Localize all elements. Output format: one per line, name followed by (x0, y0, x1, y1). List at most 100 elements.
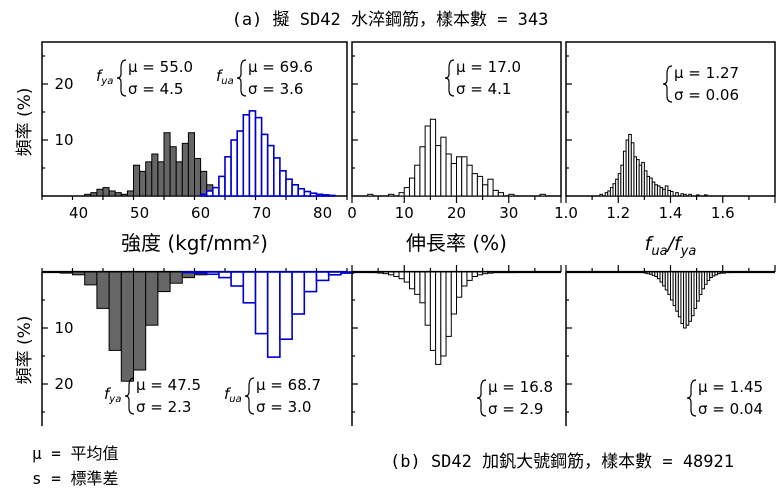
bar-elongation (429, 271, 437, 351)
plot-frame (565, 41, 776, 197)
bar-elongation (398, 271, 405, 280)
annotation-std: σ = 2.3 (136, 398, 191, 416)
bar-ratio (688, 193, 692, 197)
bar-ratio (696, 194, 700, 197)
bar-fya (96, 188, 104, 197)
bar-elongation (508, 271, 515, 274)
x-tick-label: 0 (347, 204, 357, 222)
bottom-y-axis-label: 頻率 (%) (15, 316, 35, 385)
bar-elongation (539, 193, 546, 197)
bar-elongation (435, 271, 442, 365)
bar-elongation (471, 173, 478, 197)
brace (236, 59, 247, 97)
annotation-std: σ = 3.0 (256, 398, 311, 416)
bar-ratio (703, 194, 708, 197)
bar-fya (126, 190, 135, 197)
brace (244, 377, 255, 415)
bar-elongation (440, 271, 447, 357)
bar-fya (163, 132, 171, 197)
bar-fua (181, 271, 196, 274)
y-tick-label: 20 (54, 375, 73, 393)
bar-fua (266, 144, 275, 197)
bar-fya (59, 271, 73, 274)
bar-elongation (466, 164, 473, 197)
bar-elongation (503, 271, 510, 274)
bar-fua (254, 271, 269, 335)
bar-elongation (414, 271, 421, 295)
bar-fya (102, 187, 110, 197)
x-axis-label: 強度 (kgf/mm²) (121, 231, 268, 255)
x-tick-label: 30 (499, 204, 518, 222)
brace (116, 59, 127, 97)
x-tick-label: 10 (395, 204, 414, 222)
bar-fua (266, 271, 281, 358)
annotation-std: σ = 4.1 (456, 80, 511, 98)
brace (444, 59, 455, 97)
bar-fya (157, 161, 165, 197)
bar-fya (139, 170, 147, 197)
bar-elongation (424, 271, 431, 326)
x-tick-label: 40 (69, 204, 88, 222)
bar-elongation (456, 271, 463, 298)
bar-fua (230, 271, 245, 287)
bar-fua (327, 194, 336, 197)
bar-fua (285, 178, 293, 197)
top-y-axis-label: 頻率 (%) (15, 88, 35, 157)
x-tick-label: 60 (191, 204, 210, 222)
bar-elongation (492, 189, 499, 197)
annotation-mean: μ = 16.8 (488, 378, 553, 396)
bar-fua (254, 116, 263, 197)
bar-ratio (670, 191, 674, 197)
bar-fua (291, 184, 300, 197)
y-tick-label: 10 (54, 319, 73, 337)
bar-elongation (414, 164, 421, 197)
bar-fya (133, 164, 141, 197)
bar-fua (205, 271, 220, 276)
bar-elongation (403, 187, 410, 197)
bar-elongation (388, 193, 395, 197)
bar-fya (120, 193, 128, 197)
bar-elongation (424, 125, 431, 197)
bar-fua (315, 271, 330, 282)
annotation-mean: μ = 17.0 (456, 58, 521, 76)
bar-elongation (398, 192, 405, 197)
bar-fua (279, 271, 293, 340)
annotation-mean: μ = 47.5 (136, 376, 201, 394)
x-tick-label: 70 (252, 204, 271, 222)
bar-fya (114, 192, 122, 197)
bar-fya (151, 153, 159, 197)
bar-fua (242, 114, 251, 197)
bar-fua (272, 157, 281, 197)
bar-elongation (497, 271, 505, 274)
bar-fua (193, 271, 208, 274)
x-tick-label: 50 (130, 204, 149, 222)
annotation-std: σ = 2.9 (488, 400, 543, 418)
x-tick-label: 1.2 (606, 204, 630, 222)
chart-top-ratio: 1.0 1.2 1.4 1.6 fua/fya μ = 1.27 σ = 0.06 (554, 41, 776, 259)
bar-elongation (388, 271, 395, 276)
bar-elongation (435, 145, 442, 197)
chart-bottom-strength: 10 20 fya μ = 47.5 σ = 2.3 fua μ = 68.7 σ = 3.0 (41, 268, 354, 426)
bar-elongation (440, 136, 447, 197)
brace (124, 377, 135, 415)
bar-elongation (419, 271, 426, 304)
bar-fya (84, 271, 98, 286)
bar-fya (157, 271, 171, 293)
bar-fua (291, 271, 306, 315)
bar-fya (108, 190, 116, 197)
bar-fya (145, 271, 159, 326)
y-tick-label: 10 (54, 131, 73, 149)
bar-ratio (722, 271, 726, 274)
bar-fua (321, 194, 330, 197)
bar-elongation (408, 177, 416, 197)
bar-elongation (476, 271, 484, 276)
annotation-mean: μ = 1.45 (698, 378, 763, 396)
bar-fya (120, 271, 135, 382)
annotation-variable: fya (96, 67, 113, 87)
bar-elongation (471, 271, 478, 277)
bar-elongation (508, 193, 515, 197)
annotation-variable: fua (216, 67, 234, 87)
bar-elongation (482, 184, 489, 197)
x-tick-label: 1.0 (554, 204, 578, 222)
bar-elongation (372, 271, 379, 274)
